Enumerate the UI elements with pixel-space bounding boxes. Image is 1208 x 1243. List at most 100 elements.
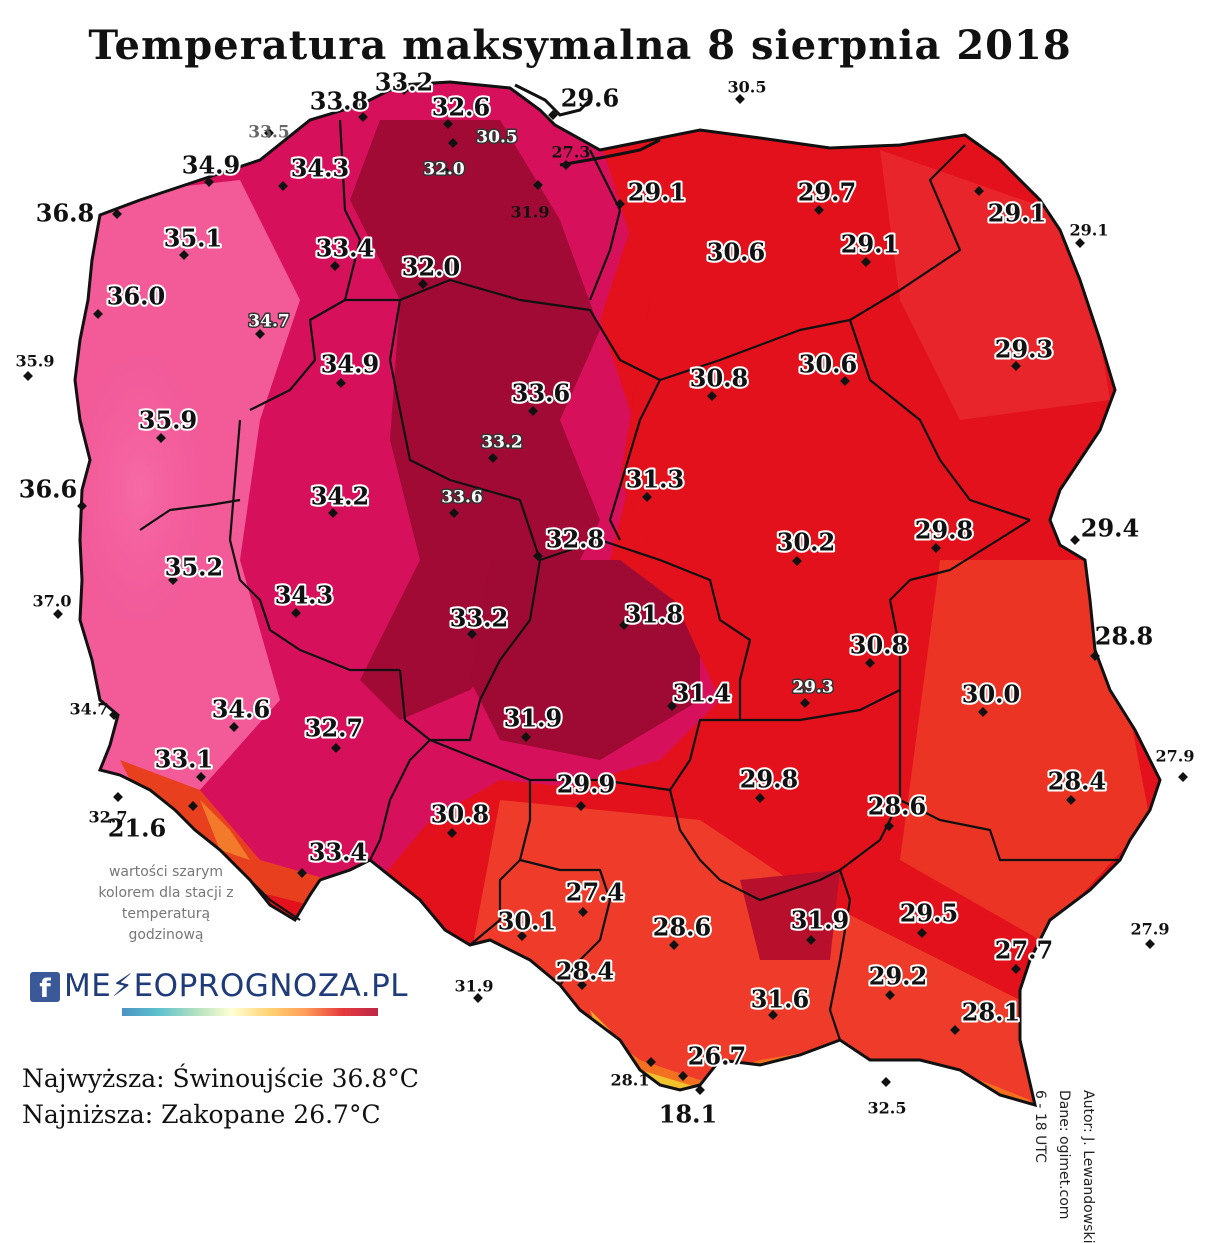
station: 28.4 bbox=[1046, 765, 1108, 805]
station-marker-icon bbox=[278, 181, 288, 191]
station-marker-icon bbox=[204, 177, 214, 187]
station-marker-icon bbox=[264, 128, 274, 138]
station: 33.2 bbox=[448, 602, 510, 639]
station-temperature: 29.4 bbox=[1081, 514, 1139, 543]
station: 27.7 bbox=[993, 934, 1055, 974]
station-temperature: 35.9 bbox=[16, 352, 55, 371]
station: 34.9 bbox=[319, 348, 381, 388]
station-marker-icon bbox=[331, 743, 341, 753]
station: 27.9 bbox=[1156, 747, 1194, 782]
temperature-map: 33.233.8 32.6 29.6 30.533.5 30.527.334.9 34.3… bbox=[16, 66, 1195, 1129]
station-temperature: 34.3 bbox=[275, 581, 333, 610]
station: 31.8 bbox=[619, 598, 685, 631]
station-marker-icon bbox=[548, 110, 558, 120]
station-marker-icon bbox=[561, 160, 571, 170]
station-temperature: 31.3 bbox=[626, 465, 684, 494]
station-temperature: 28.4 bbox=[556, 957, 614, 986]
station: 29.4 bbox=[1070, 514, 1139, 545]
station-temperature: 21.6 bbox=[108, 814, 166, 843]
station-marker-icon bbox=[467, 629, 477, 639]
station-marker-icon bbox=[488, 453, 498, 463]
station-marker-icon bbox=[156, 433, 166, 443]
station-temperature: 34.2 bbox=[311, 482, 369, 511]
station-marker-icon bbox=[840, 376, 850, 386]
station-temperature: 34.3 bbox=[291, 154, 349, 183]
station-marker-icon bbox=[1145, 939, 1155, 949]
station: 28.8 bbox=[1090, 622, 1153, 661]
facebook-icon[interactable]: f bbox=[30, 972, 60, 1004]
station-temperature: 35.1 bbox=[164, 224, 222, 253]
station: 30.2 bbox=[775, 526, 837, 566]
station: 35.1 bbox=[162, 222, 224, 260]
station-temperature: 34.7 bbox=[248, 312, 289, 332]
station-marker-icon bbox=[792, 556, 802, 566]
station-marker-icon bbox=[1178, 772, 1188, 782]
station: 35.9 bbox=[16, 352, 55, 381]
station: 33.4 bbox=[314, 232, 376, 271]
station: 21.6 bbox=[108, 801, 198, 843]
station: 32.7 bbox=[89, 792, 128, 827]
station-temperature: 30.0 bbox=[962, 680, 1020, 709]
station: 29.2 bbox=[867, 960, 929, 1000]
station: 32.8 bbox=[533, 523, 606, 561]
station-marker-icon bbox=[528, 406, 538, 416]
station-marker-icon bbox=[707, 391, 717, 401]
station-temperature: 32.0 bbox=[402, 253, 460, 282]
station-temperature: 31.9 bbox=[511, 203, 550, 222]
station-marker-icon bbox=[1011, 964, 1021, 974]
coastal-lagoons bbox=[514, 83, 661, 167]
station-temperature: 33.2 bbox=[375, 68, 433, 97]
station: 29.3 bbox=[791, 676, 835, 708]
station-temperature: 28.8 bbox=[1095, 622, 1153, 651]
station: 30.8 bbox=[429, 798, 491, 838]
station-temperature: 32.6 bbox=[432, 93, 490, 122]
station-temperature: 34.9 bbox=[182, 151, 240, 180]
station-temperature: 32.7 bbox=[89, 808, 128, 827]
station: 34.7 bbox=[70, 700, 119, 720]
station-marker-icon bbox=[517, 931, 527, 941]
station: 29.1 bbox=[1070, 221, 1108, 248]
highest-temperature: Najwyższa: Świnoujście 36.8°C bbox=[22, 1064, 419, 1093]
station-temperature: 32.7 bbox=[305, 714, 363, 743]
station-temperature: 33.2 bbox=[450, 604, 508, 633]
station: 34.9 bbox=[180, 149, 242, 187]
station: 37.0 bbox=[33, 592, 71, 619]
station-temperature: 27.4 bbox=[566, 878, 624, 907]
station-temperature: 33.4 bbox=[316, 234, 374, 263]
station: 29.6 bbox=[548, 84, 619, 120]
station: 30.0 bbox=[960, 678, 1022, 717]
station-temperature: 29.3 bbox=[792, 678, 833, 698]
station-marker-icon bbox=[330, 261, 340, 271]
logo-color-bar bbox=[122, 1008, 378, 1016]
station-temperature: 33.1 bbox=[155, 745, 213, 774]
station-temperature: 26.7 bbox=[688, 1042, 746, 1071]
station: 31.9 bbox=[511, 180, 550, 222]
station: 33.4 bbox=[297, 836, 369, 878]
station-temperature: 35.9 bbox=[139, 406, 197, 435]
credit-author: Autor: J. Lewandowski bbox=[1080, 1090, 1096, 1243]
station-marker-icon bbox=[768, 1010, 778, 1020]
station: 35.9 bbox=[137, 404, 199, 443]
station-marker-icon bbox=[669, 940, 679, 950]
station-marker-icon bbox=[23, 371, 33, 381]
station-marker-icon bbox=[577, 980, 587, 990]
station: 36.8 bbox=[36, 199, 122, 228]
credits: Autor: J. Lewandowski Dane: ogimet.com 6… bbox=[1028, 1090, 1100, 1243]
station-marker-icon bbox=[1090, 651, 1100, 661]
station-temperature: 30.8 bbox=[690, 364, 748, 393]
station-marker-icon bbox=[615, 199, 625, 209]
station-temperature: 31.6 bbox=[751, 985, 809, 1014]
station-temperature: 31.4 bbox=[673, 679, 731, 708]
station: 34.3 bbox=[273, 579, 335, 618]
station-temperature: 29.9 bbox=[557, 770, 615, 799]
station: 36.6 bbox=[19, 475, 87, 511]
station-temperature: 29.6 bbox=[561, 84, 619, 113]
station: 33.8 bbox=[308, 85, 370, 122]
station-marker-icon bbox=[418, 279, 428, 289]
station-temperature: 29.8 bbox=[740, 765, 798, 794]
station-temperature: 33.8 bbox=[310, 87, 368, 116]
station-temperature: 29.1 bbox=[988, 199, 1046, 228]
station: 34.3 bbox=[278, 152, 351, 191]
station-marker-icon bbox=[884, 821, 894, 831]
station-marker-icon bbox=[978, 707, 988, 717]
